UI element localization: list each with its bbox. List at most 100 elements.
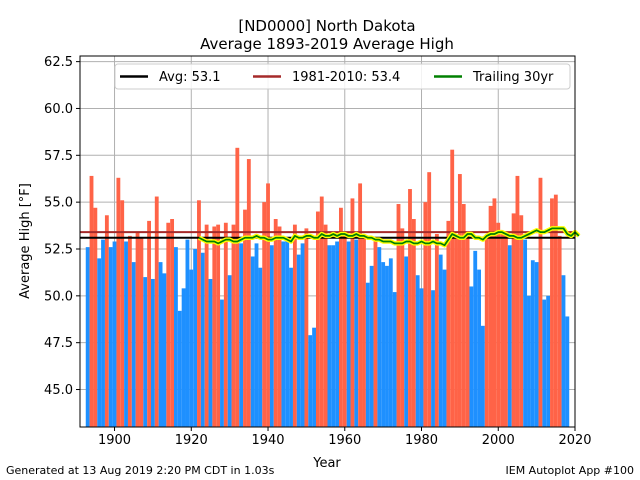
bar-1921	[193, 248, 198, 427]
bar-1908	[143, 277, 148, 427]
legend-box	[114, 63, 571, 90]
bar-1935	[246, 159, 251, 428]
x-tick-label: 1980	[405, 433, 438, 448]
bar-1941	[269, 245, 274, 427]
bar-1917	[177, 310, 182, 427]
bar-1984	[434, 234, 439, 427]
bar-1951	[308, 335, 313, 427]
bar-1959	[339, 207, 343, 427]
bar-2004	[511, 213, 516, 427]
bar-1957	[331, 245, 336, 427]
bar-2005	[515, 175, 520, 427]
legend-label-avg: Avg: 53.1	[159, 70, 221, 85]
bar-1906	[135, 232, 140, 427]
bar-1974	[396, 204, 401, 427]
bar-1958	[335, 241, 340, 427]
bar-1927	[216, 224, 221, 427]
bar-1931	[231, 224, 236, 427]
y-axis-label: Average High [°F]	[18, 183, 33, 299]
chart-subtitle: Average 1893-2019 Average High	[200, 35, 454, 53]
bar-1930	[227, 275, 232, 427]
legend-label-normal: 1981-2010: 53.4	[292, 70, 400, 85]
bar-2002	[504, 234, 508, 427]
bar-1923	[200, 252, 205, 427]
bar-1980	[419, 288, 424, 427]
bar-2011	[538, 177, 543, 427]
bar-1970	[381, 262, 386, 427]
x-tick-label: 1900	[98, 433, 131, 448]
bar-1979	[415, 275, 420, 427]
bar-1914	[166, 222, 171, 427]
footer-generated-text: Generated at 13 Aug 2019 2:20 PM CDT in …	[6, 464, 275, 477]
bar-1948	[296, 254, 301, 427]
bar-1939	[262, 202, 267, 427]
x-tick-label: 2000	[482, 433, 515, 448]
bar-1945	[285, 239, 290, 427]
bar-1902	[120, 200, 125, 427]
bar-1976	[404, 256, 409, 427]
bar-1949	[300, 243, 305, 427]
bar-1961	[346, 241, 351, 427]
bar-1926	[212, 226, 217, 427]
bar-1922	[197, 200, 201, 427]
reference-lines	[80, 226, 581, 248]
bar-1947	[292, 224, 297, 427]
bar-1954	[319, 196, 324, 427]
bars	[85, 147, 570, 428]
bar-1912	[158, 262, 163, 427]
bar-1998	[488, 205, 493, 427]
x-tick-label: 1940	[251, 433, 284, 448]
bar-1896	[97, 258, 102, 427]
bar-1972	[388, 258, 393, 427]
bar-1963	[354, 239, 359, 427]
bar-1895	[93, 207, 98, 427]
bar-1911	[154, 196, 159, 427]
bar-2009	[530, 260, 535, 427]
bar-1924	[204, 224, 209, 427]
bar-1967	[369, 265, 374, 427]
bar-1960	[342, 234, 347, 427]
bar-2013	[546, 295, 551, 427]
legend-label-trailing: Trailing 30yr	[472, 70, 554, 85]
bar-1942	[273, 219, 278, 427]
bar-1964	[358, 183, 363, 427]
bar-1955	[323, 224, 328, 427]
bar-1962	[350, 198, 355, 427]
bar-1987	[446, 220, 451, 427]
bar-2017	[561, 275, 566, 427]
bar-1904	[127, 235, 132, 427]
bar-1905	[131, 262, 136, 427]
bar-1910	[150, 278, 155, 427]
bar-1965	[362, 235, 366, 427]
x-axis-label: Year	[312, 456, 341, 471]
bar-1934	[243, 209, 247, 427]
bar-1982	[427, 172, 432, 427]
bar-1919	[185, 239, 190, 427]
y-tick-label: 45.0	[44, 383, 73, 398]
bar-2014	[550, 198, 554, 427]
bar-1937	[254, 243, 259, 427]
bar-1893	[85, 247, 90, 427]
y-tick-label: 52.5	[44, 242, 73, 257]
bar-1907	[139, 237, 144, 427]
y-tick-label: 50.0	[44, 289, 73, 304]
bar-2010	[534, 262, 539, 427]
bar-1900	[112, 241, 117, 427]
y-tick-label: 57.5	[44, 149, 73, 164]
bar-2006	[519, 215, 524, 427]
bar-1989	[454, 235, 458, 427]
y-tick-label: 62.5	[44, 55, 73, 70]
x-tick-label: 1960	[328, 433, 361, 448]
bar-1940	[266, 183, 270, 427]
bar-1966	[365, 282, 370, 427]
bar-1996	[480, 325, 485, 427]
x-tick-label: 2020	[558, 433, 591, 448]
bar-1932	[235, 147, 240, 428]
bar-2018	[565, 316, 570, 427]
bar-1920	[189, 269, 194, 427]
bar-1968	[373, 237, 378, 427]
bar-2000	[496, 222, 501, 427]
bar-1973	[392, 292, 397, 427]
bar-1899	[108, 247, 113, 427]
